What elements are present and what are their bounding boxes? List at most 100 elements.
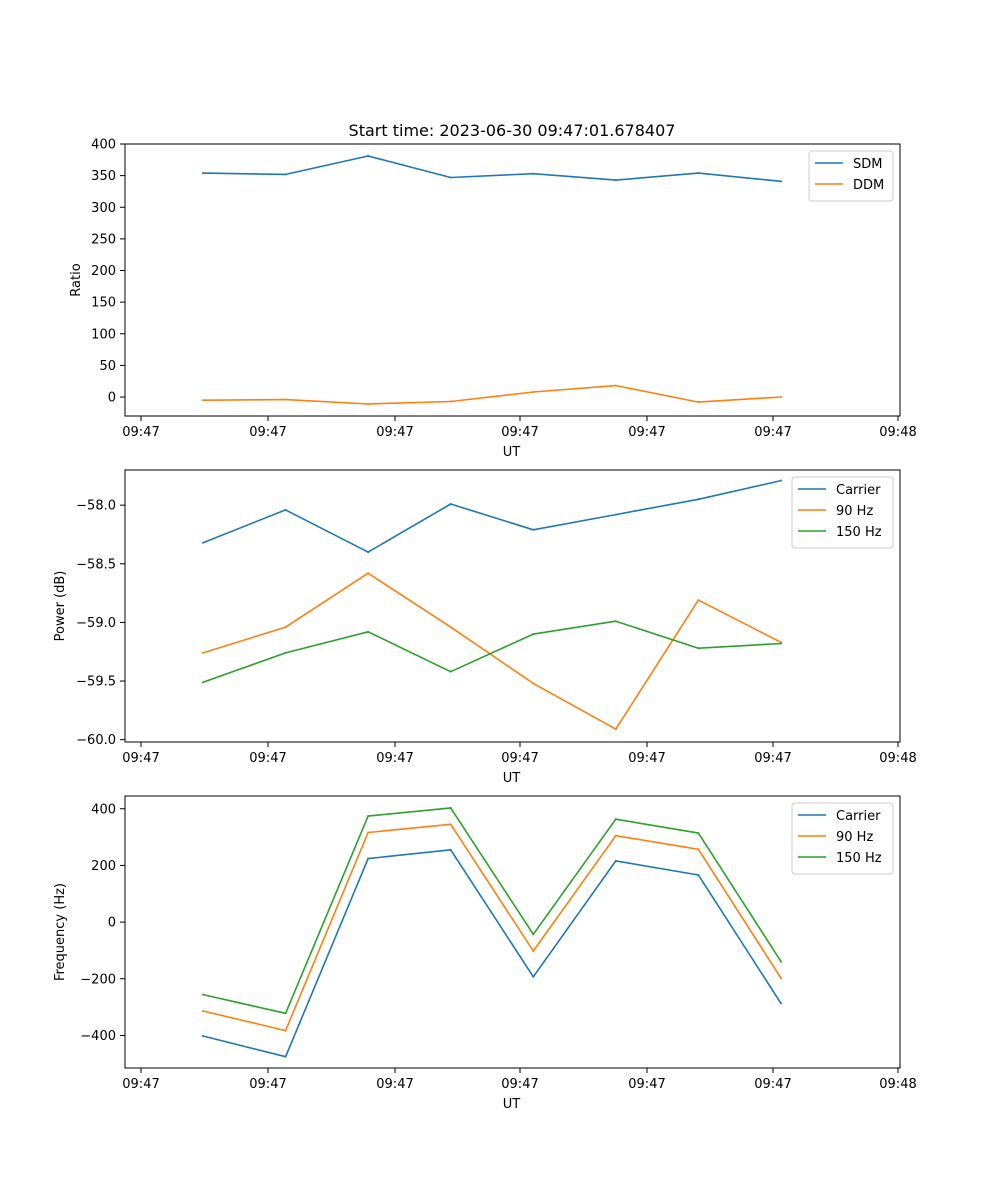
data-point xyxy=(779,960,782,963)
data-point xyxy=(367,155,370,158)
data-point xyxy=(614,620,617,623)
y-tick-label: 350 xyxy=(91,169,116,184)
data-point xyxy=(779,977,782,980)
x-tick-label: 09:47 xyxy=(754,1077,791,1092)
data-point xyxy=(449,503,452,505)
y-tick-label: 300 xyxy=(91,201,116,216)
data-point xyxy=(449,823,452,826)
y-tick-label: −59.0 xyxy=(76,616,116,631)
panel-1: 09:47 09:47 09:47 09:47 09:47 09:47 09:48 0 50 10… xyxy=(69,138,917,461)
series-line xyxy=(202,384,782,405)
data-point xyxy=(449,626,452,629)
x-tick-label: 09:47 xyxy=(501,1077,538,1092)
y-tick-label: −58.0 xyxy=(76,499,116,514)
data-point xyxy=(532,390,535,393)
y-axis-label: Power (dB) xyxy=(53,571,68,642)
data-point xyxy=(779,479,782,482)
x-tick-label: 09:47 xyxy=(122,425,159,440)
data-point xyxy=(367,857,370,860)
data-point xyxy=(532,975,535,978)
data-point xyxy=(284,398,287,401)
data-point xyxy=(697,848,700,851)
data-point xyxy=(202,651,204,654)
data-point xyxy=(367,551,370,554)
panel-2: 09:47 09:47 09:47 09:47 09:47 09:47 09:48 −60.0… xyxy=(53,469,917,786)
legend-label: DDM xyxy=(853,178,884,193)
data-point xyxy=(614,818,617,821)
plot-frame xyxy=(124,469,901,743)
chart-title: Start time: 2023-06-30 09:47:01.678407 xyxy=(349,121,676,140)
y-tick-label: 100 xyxy=(91,327,116,342)
data-point xyxy=(284,508,287,511)
x-axis-label: UT xyxy=(503,1097,521,1112)
data-point xyxy=(449,400,452,403)
data-point xyxy=(202,399,204,402)
y-tick-label: −58.5 xyxy=(76,557,116,572)
data-point xyxy=(532,682,535,685)
x-tick-label: 09:47 xyxy=(249,751,286,766)
legend-label: 150 Hz xyxy=(836,851,882,866)
x-tick-label: 09:47 xyxy=(754,425,791,440)
data-point xyxy=(284,1055,287,1058)
x-axis-label: UT xyxy=(503,771,521,786)
data-point xyxy=(697,832,700,835)
y-tick-label: −200 xyxy=(80,972,116,987)
data-point xyxy=(202,541,204,544)
data-point xyxy=(202,1010,204,1013)
data-point xyxy=(532,933,535,936)
legend-label: Carrier xyxy=(836,809,881,824)
data-point xyxy=(449,848,452,851)
y-tick-label: 50 xyxy=(99,359,116,374)
data-point xyxy=(614,834,617,837)
series-line xyxy=(202,848,782,1058)
data-point xyxy=(532,633,535,636)
data-point xyxy=(449,670,452,673)
data-point xyxy=(202,681,204,684)
x-tick-label: 09:48 xyxy=(879,425,916,440)
y-tick-label: −400 xyxy=(80,1029,116,1044)
data-point xyxy=(284,1029,287,1032)
legend-label: 150 Hz xyxy=(836,525,882,540)
x-tick-label: 09:48 xyxy=(879,751,916,766)
x-tick-label: 09:47 xyxy=(376,751,413,766)
series-line xyxy=(202,620,782,683)
x-tick-label: 09:47 xyxy=(376,1077,413,1092)
data-point xyxy=(532,172,535,175)
legend-label: 90 Hz xyxy=(836,504,873,519)
data-point xyxy=(367,402,370,405)
x-tick-label: 09:47 xyxy=(501,425,538,440)
data-point xyxy=(284,626,287,629)
x-tick-label: 09:47 xyxy=(628,1077,665,1092)
x-tick-label: 09:47 xyxy=(249,425,286,440)
x-tick-label: 09:47 xyxy=(376,425,413,440)
data-point xyxy=(284,651,287,654)
data-point xyxy=(614,728,617,731)
series-line xyxy=(202,572,782,730)
data-point xyxy=(697,401,700,404)
data-point xyxy=(697,874,700,877)
legend-label: 90 Hz xyxy=(836,830,873,845)
x-tick-label: 09:47 xyxy=(249,1077,286,1092)
x-tick-label: 09:47 xyxy=(754,751,791,766)
y-tick-label: 0 xyxy=(108,916,116,931)
x-axis-label: UT xyxy=(503,445,521,460)
series-line xyxy=(202,479,782,553)
data-point xyxy=(779,1002,782,1005)
panel-3: 09:47 09:47 09:47 09:47 09:47 09:47 09:48 −400 −… xyxy=(53,795,917,1112)
x-tick-label: 09:47 xyxy=(122,1077,159,1092)
data-point xyxy=(202,172,204,175)
data-point xyxy=(284,173,287,176)
y-tick-label: 0 xyxy=(108,391,116,406)
data-point xyxy=(697,647,700,650)
data-point xyxy=(532,949,535,952)
data-point xyxy=(614,384,617,387)
data-point xyxy=(614,859,617,862)
series-line xyxy=(202,155,782,183)
data-point xyxy=(202,993,204,996)
data-point xyxy=(367,815,370,818)
y-tick-label: −59.5 xyxy=(76,675,116,690)
data-point xyxy=(614,179,617,182)
data-point xyxy=(284,1012,287,1015)
legend-label: SDM xyxy=(853,157,882,172)
